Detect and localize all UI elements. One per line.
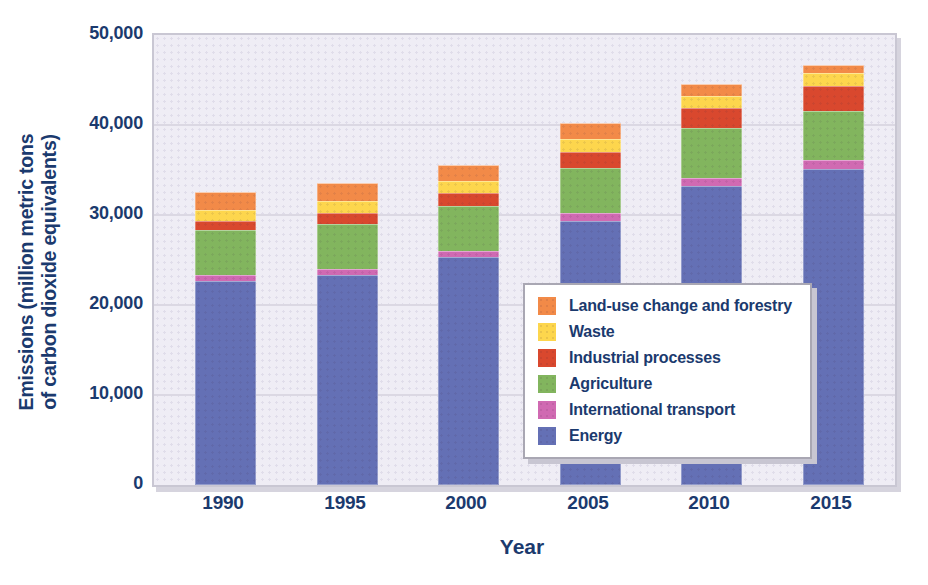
y-tick-30000: 30,000 (89, 202, 143, 224)
legend-item-agriculture: Agriculture (538, 374, 792, 394)
legend-item-international-transport: International transport (538, 400, 792, 420)
legend-label: Industrial processes (569, 348, 721, 368)
segment-2010-waste (681, 96, 742, 108)
legend: Land-use change and forestry Waste Industr… (523, 283, 812, 459)
segment-1995-land-use-change-and-forestry (317, 183, 378, 201)
legend-item-industrial-processes: Industrial processes (538, 348, 792, 368)
segment-1995-industrial-processes (317, 213, 378, 224)
legend-item-land-use-change-and-forestry: Land-use change and forestry (538, 296, 792, 316)
y-tick-0: 0 (133, 472, 143, 494)
y-tick-20000: 20,000 (89, 292, 143, 314)
segment-1990-energy (195, 281, 256, 485)
y-axis-title-line2: of carbon dioxide equivalents) (38, 52, 61, 492)
x-tick-2010: 2010 (688, 492, 729, 514)
x-tick-1995: 1995 (324, 492, 365, 514)
gridline-30000 (154, 214, 895, 216)
y-tick-10000: 10,000 (89, 382, 143, 404)
legend-label: Agriculture (569, 374, 652, 394)
segment-2005-land-use-change-and-forestry (560, 123, 621, 138)
segment-2005-agriculture (560, 168, 621, 213)
emissions-by-sector-chart: Emissions (million metric tons of carbon… (0, 0, 928, 585)
segment-2015-waste (803, 73, 864, 87)
x-tick-1990: 1990 (202, 492, 243, 514)
segment-1990-land-use-change-and-forestry (195, 192, 256, 210)
segment-2000-agriculture (438, 206, 499, 251)
bar-1995 (317, 183, 378, 485)
segment-2015-industrial-processes (803, 86, 864, 110)
x-tick-2015: 2015 (810, 492, 851, 514)
bar-1990 (195, 192, 256, 485)
segment-2010-agriculture (681, 128, 742, 178)
legend-label: Land-use change and forestry (569, 296, 792, 316)
segment-2000-waste (438, 181, 499, 194)
x-tick-2000: 2000 (445, 492, 486, 514)
segment-2010-land-use-change-and-forestry (681, 84, 742, 97)
legend-swatch-industrial-processes (538, 349, 556, 367)
segment-1995-waste (317, 201, 378, 214)
segment-2005-industrial-processes (560, 152, 621, 168)
legend-label: Waste (569, 322, 615, 342)
segment-2000-energy (438, 257, 499, 485)
legend-swatch-international-transport (538, 401, 556, 419)
segment-1995-agriculture (317, 224, 378, 269)
segment-2000-land-use-change-and-forestry (438, 165, 499, 181)
legend-item-waste: Waste (538, 322, 792, 342)
y-tick-40000: 40,000 (89, 112, 143, 134)
legend-swatch-land-use-change-and-forestry (538, 297, 556, 315)
segment-1990-industrial-processes (195, 221, 256, 230)
y-axis-title-line1: Emissions (million metric tons (15, 52, 38, 492)
segment-2005-international-transport (560, 213, 621, 221)
gridline-40000 (154, 124, 895, 126)
legend-label: Energy (569, 426, 622, 446)
segment-2010-international-transport (681, 178, 742, 186)
legend-swatch-waste (538, 323, 556, 341)
legend-swatch-agriculture (538, 375, 556, 393)
x-axis-title: Year (500, 535, 544, 559)
segment-1990-agriculture (195, 230, 256, 275)
segment-2015-international-transport (803, 160, 864, 169)
segment-1995-energy (317, 275, 378, 485)
segment-2000-industrial-processes (438, 193, 499, 206)
segment-1990-waste (195, 210, 256, 222)
y-axis-title: Emissions (million metric tons of carbon… (15, 52, 69, 492)
legend-item-energy: Energy (538, 426, 792, 446)
bar-2000 (438, 165, 499, 485)
legend-label: International transport (569, 400, 735, 420)
x-tick-2005: 2005 (567, 492, 608, 514)
segment-2015-land-use-change-and-forestry (803, 65, 864, 73)
segment-2005-waste (560, 139, 621, 153)
y-tick-50000: 50,000 (89, 22, 143, 44)
segment-2010-industrial-processes (681, 108, 742, 128)
legend-swatch-energy (538, 427, 556, 445)
segment-2015-agriculture (803, 111, 864, 161)
